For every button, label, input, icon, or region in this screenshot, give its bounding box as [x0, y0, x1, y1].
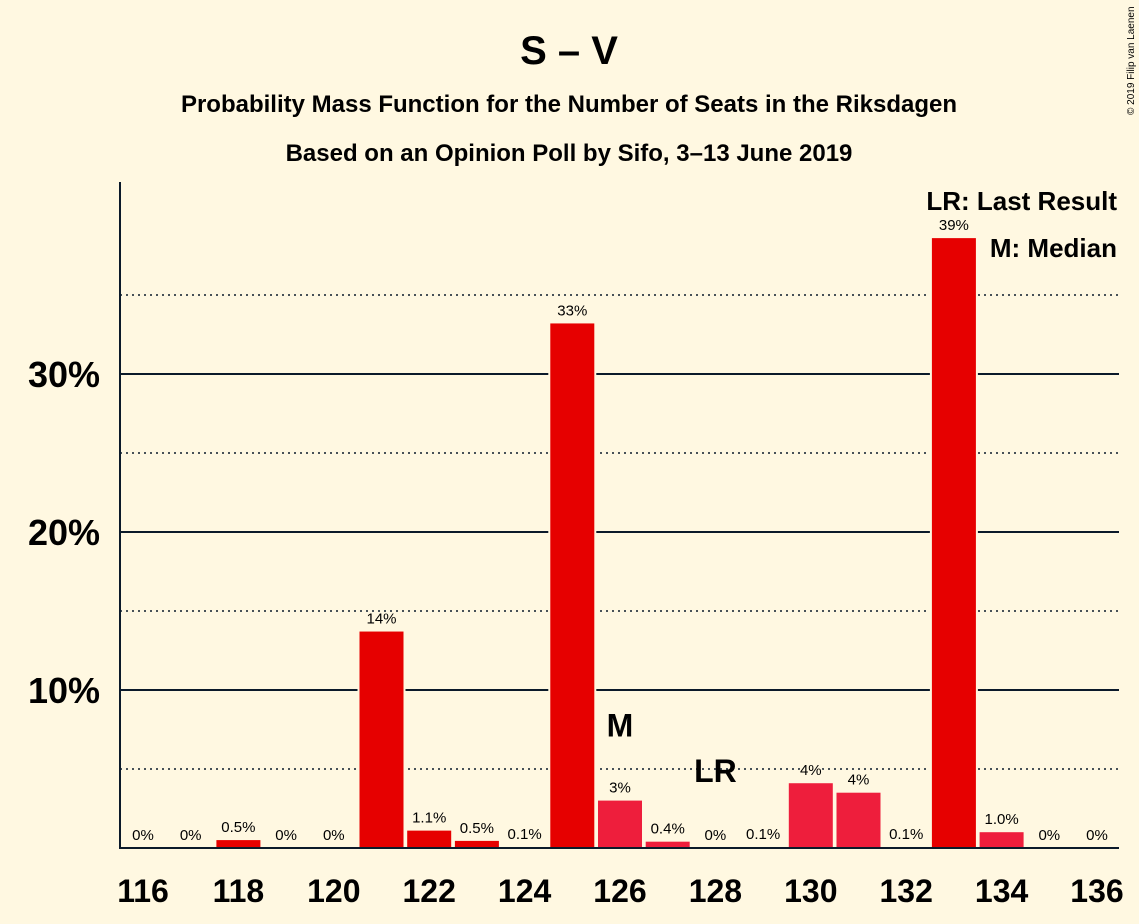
chart-subtitle-line-1: Probability Mass Function for the Number…: [181, 91, 957, 118]
bar-131: [836, 792, 881, 848]
bar-halo: [739, 845, 788, 848]
value-label-125: 33%: [557, 302, 587, 319]
value-label-126: 3%: [609, 780, 631, 797]
value-label-131: 4%: [848, 772, 870, 789]
value-label-119: 0%: [275, 827, 297, 844]
bar-halo: [882, 845, 931, 848]
bar-134: [979, 832, 1024, 848]
value-label-122: 1.1%: [412, 810, 446, 827]
x-tick-label-116: 116: [117, 873, 169, 909]
x-tick-label-126: 126: [593, 873, 646, 909]
bars: [214, 236, 1026, 848]
bar-121: [359, 631, 404, 848]
bar-122: [407, 830, 452, 848]
legend-last-result: LR: Last Result: [926, 186, 1117, 216]
value-label-117: 0%: [180, 827, 202, 844]
y-tick-label: 30%: [28, 354, 100, 395]
chart-subtitle-line-2: Based on an Opinion Poll by Sifo, 3–13 J…: [286, 140, 853, 167]
value-label-129: 0.1%: [746, 826, 780, 843]
value-label-123: 0.5%: [460, 820, 494, 837]
y-axis-ticks: 10% 20% 30%: [28, 354, 100, 711]
y-tick-label: 20%: [28, 512, 100, 553]
x-tick-label-122: 122: [403, 873, 456, 909]
legend-median: M: Median: [990, 233, 1117, 263]
value-label-116: 0%: [132, 827, 154, 844]
bar-123: [454, 840, 499, 848]
bar-127: [645, 841, 690, 848]
median-marker: M: [607, 708, 634, 744]
x-tick-label-128: 128: [689, 873, 742, 909]
last-result-marker: LR: [694, 753, 737, 789]
value-label-133: 39%: [939, 217, 969, 234]
bar-126: [598, 800, 642, 848]
x-tick-label-132: 132: [880, 873, 933, 909]
x-tick-label-120: 120: [307, 873, 360, 909]
value-label-121: 14%: [366, 611, 396, 628]
x-tick-label-130: 130: [784, 873, 837, 909]
value-label-127: 0.4%: [651, 821, 685, 838]
markers: M LR: [607, 708, 737, 789]
bar-118: [216, 840, 261, 848]
value-label-132: 0.1%: [889, 826, 923, 843]
x-tick-label-136: 136: [1070, 873, 1123, 909]
bar-130: [788, 783, 833, 848]
copyright-text: © 2019 Filip van Laenen: [1126, 6, 1137, 115]
x-tick-label-118: 118: [213, 873, 265, 909]
value-label-128: 0%: [705, 827, 727, 844]
value-label-134: 1.0%: [984, 811, 1018, 828]
bar-halo: [500, 845, 549, 848]
x-axis-ticks: 116 118 120 122 124 126 128 130 132 134 136: [117, 873, 1124, 909]
x-tick-label-134: 134: [975, 873, 1029, 909]
value-labels: 0% 0% 0.5% 0% 0% 14% 1.1% 0.5% 0.1% 33% 3% 0.4% 0% 0.…: [131, 216, 1110, 846]
bar-133: [931, 238, 976, 848]
value-label-124: 0.1%: [507, 826, 541, 843]
x-tick-label-124: 124: [498, 873, 552, 909]
value-label-120: 0%: [323, 827, 345, 844]
chart-title: S – V: [520, 29, 618, 73]
y-tick-label: 10%: [28, 670, 100, 711]
value-label-130: 4%: [800, 762, 822, 779]
bar-125: [550, 323, 595, 848]
value-label-136: 0%: [1086, 827, 1108, 844]
value-label-135: 0%: [1038, 827, 1060, 844]
value-label-118: 0.5%: [221, 819, 255, 836]
